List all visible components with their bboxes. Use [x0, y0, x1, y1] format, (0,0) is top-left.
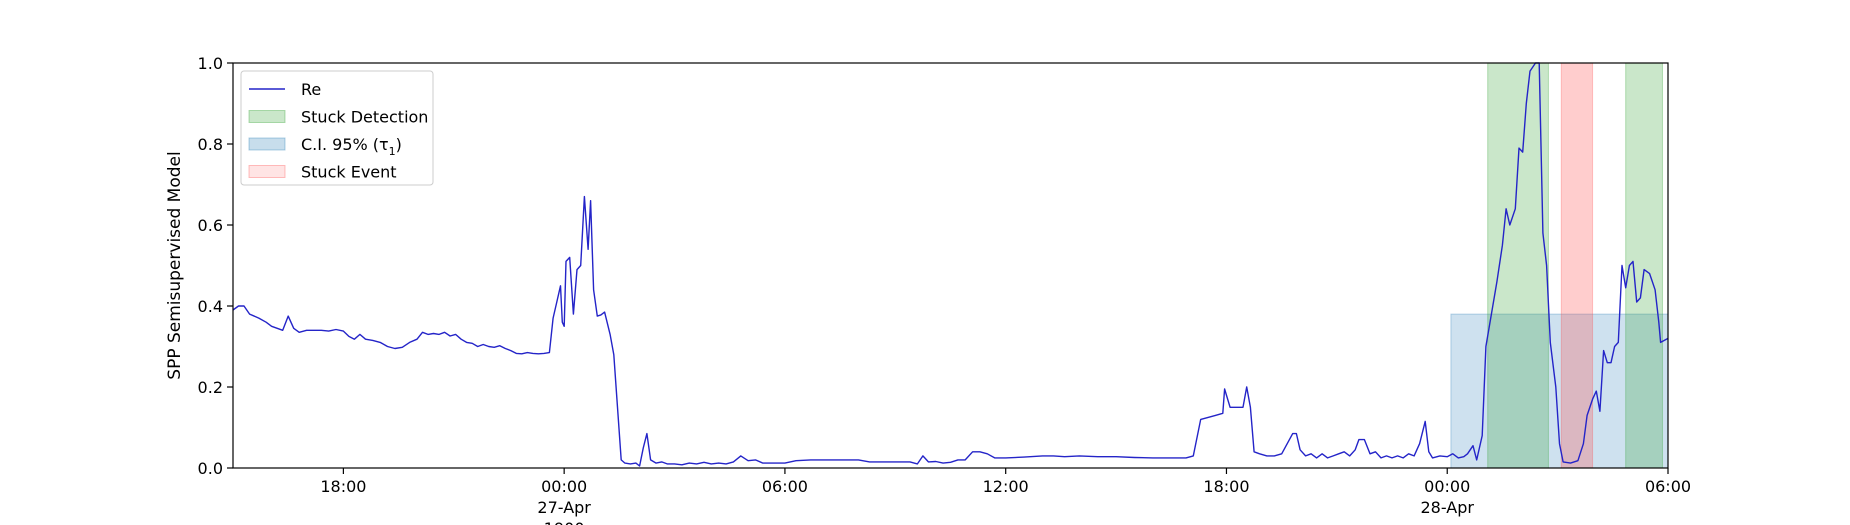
y-axis: 0.0 0.2 0.4 0.6 0.8 1.0	[198, 54, 233, 478]
legend-stuck-event-key	[248, 165, 286, 178]
legend-stuck-detection-key	[248, 110, 286, 123]
y-tick-label: 0.4	[198, 297, 223, 316]
x-tick-date-label: 28-Apr	[1420, 498, 1474, 517]
stuck-event-span-0	[1560, 62, 1594, 469]
y-tick-label: 0.2	[198, 378, 223, 397]
y-axis-label: SPP Semisupervised Model	[165, 151, 185, 379]
stuck-detection-span-1	[1625, 62, 1663, 469]
x-tick-label: 00:00	[1424, 477, 1470, 496]
x-axis: 18:00 00:00 27-Apr 06:00 12:00 18:00 00:00 28-A…	[320, 468, 1691, 525]
x-tick-label: 12:00	[983, 477, 1029, 496]
x-tick-label: 18:00	[1203, 477, 1249, 496]
y-tick-label: 1.0	[198, 54, 223, 73]
x-tick-label: 06:00	[1645, 477, 1691, 496]
legend-ci-key	[248, 137, 286, 151]
series-line-group	[232, 62, 1669, 467]
x-tick-label: 18:00	[320, 477, 366, 496]
legend-label-line: Re	[301, 80, 321, 99]
legend-label-stuck-event: Stuck Event	[301, 163, 397, 182]
x-tick-label: 00:00	[541, 477, 587, 496]
legend: Re Stuck Detection C.I. 95% (τ1) Stuck Even…	[240, 70, 434, 186]
series-line-re	[232, 62, 1669, 467]
x-tick-label: 06:00	[762, 477, 808, 496]
x-tick-date-label: 27-Apr	[537, 498, 591, 517]
plot-frame	[232, 62, 1669, 469]
legend-box	[240, 70, 434, 186]
stuck-detection-span-0	[1487, 62, 1549, 469]
legend-label-stuck-detection: Stuck Detection	[301, 108, 428, 127]
x-year-label: 1900	[544, 519, 585, 525]
legend-label-ci: C.I. 95% (τ1)	[301, 135, 402, 158]
y-tick-label: 0.8	[198, 135, 223, 154]
y-tick-label: 0.0	[198, 459, 223, 478]
y-tick-label: 0.6	[198, 216, 223, 235]
